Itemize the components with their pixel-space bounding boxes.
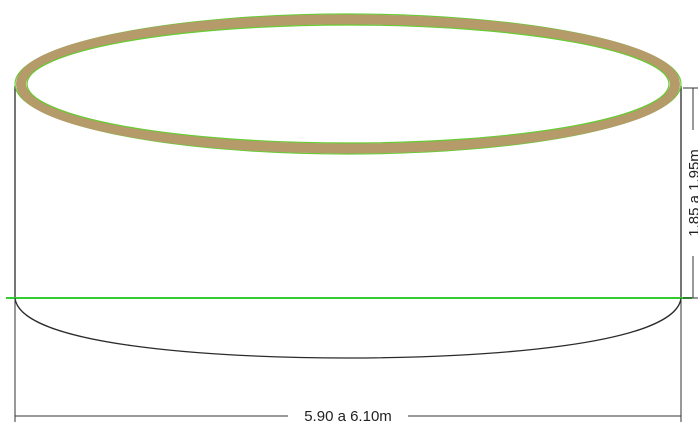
height-dimension: 1.85 a 1.95m [683,87,698,299]
width-dimension: 5.90 a 6.10m [14,298,682,424]
top-rim [14,13,682,155]
rim-outer-outline [14,13,682,155]
rim-band [16,14,680,154]
bottom-curve [14,297,682,359]
width-label: 5.90 a 6.10m [304,408,392,424]
rim-inner-outline [26,24,670,144]
height-label: 1.85 a 1.95m [686,149,698,237]
